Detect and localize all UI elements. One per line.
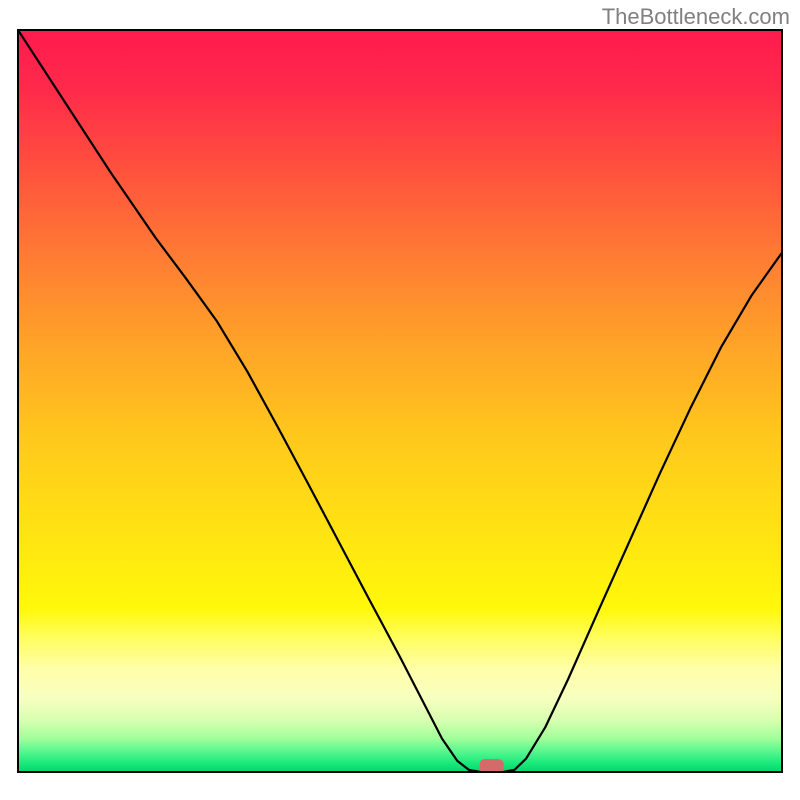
chart-container: TheBottleneck.com [0,0,800,800]
gradient-background [18,30,782,772]
optimal-marker [480,759,504,773]
gradient-curve-chart [0,0,800,800]
watermark-text: TheBottleneck.com [602,4,790,30]
